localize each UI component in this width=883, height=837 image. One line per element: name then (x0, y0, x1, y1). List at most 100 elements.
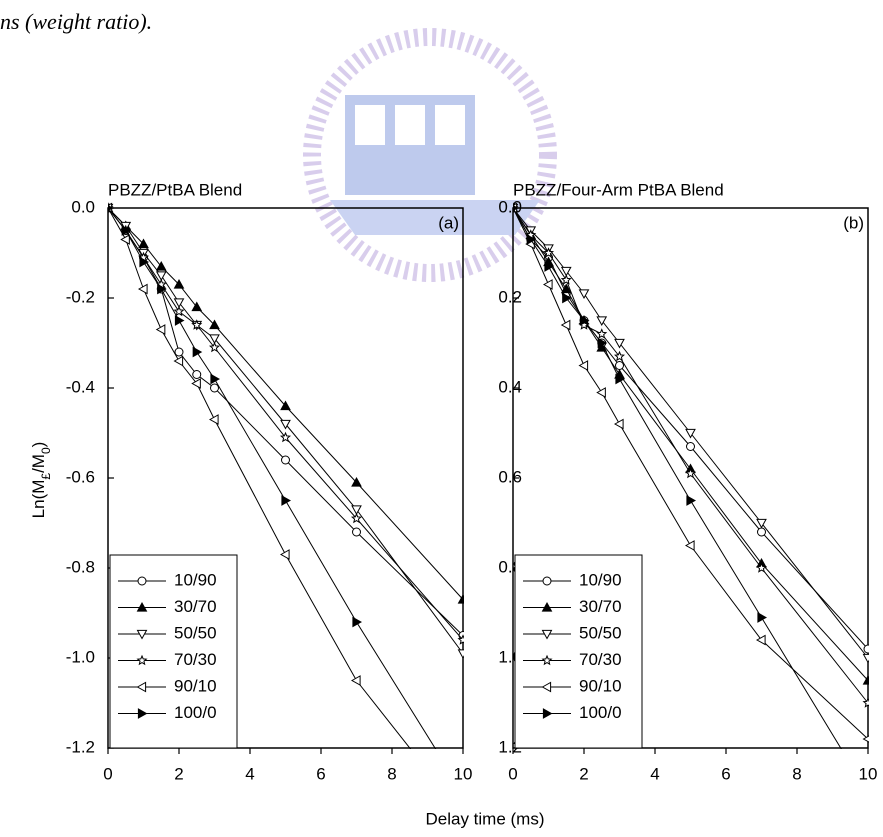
y-tick-label: -0.8 (66, 557, 95, 576)
marker (862, 697, 869, 708)
marker (862, 653, 869, 664)
marker (542, 279, 553, 290)
marker (615, 373, 626, 385)
marker (614, 338, 625, 349)
marker (280, 400, 291, 411)
marker (281, 455, 290, 465)
marker (280, 419, 291, 430)
marker (209, 319, 220, 330)
legend-label: 30/70 (579, 597, 622, 616)
marker (863, 644, 869, 654)
marker (615, 361, 624, 370)
marker (562, 292, 572, 304)
legend-marker (541, 629, 553, 640)
marker (542, 247, 555, 258)
legend-marker (137, 708, 148, 719)
legend-marker (542, 708, 553, 719)
marker (191, 378, 201, 389)
marker (596, 387, 606, 398)
marker (351, 505, 362, 516)
marker (756, 518, 767, 529)
x-tick-label: 8 (792, 764, 801, 783)
legend-label: 100/0 (579, 703, 622, 722)
marker (191, 301, 203, 312)
legend-marker (136, 654, 148, 666)
marker (155, 271, 167, 282)
marker (121, 225, 132, 236)
marker (192, 346, 203, 358)
legend-marker (137, 576, 147, 586)
marker (352, 616, 363, 628)
marker (210, 383, 219, 393)
y-tick-label: 0.4 (498, 377, 522, 396)
panel-title: PBZZ/Four-Arm PtBA Blend (513, 180, 724, 199)
legend-marker (541, 654, 553, 666)
marker (597, 337, 608, 349)
marker (173, 298, 185, 309)
x-tick-label: 10 (454, 764, 473, 783)
legend-label: 50/50 (579, 623, 622, 642)
marker (350, 675, 361, 686)
legend-label: 10/90 (174, 570, 217, 589)
marker (579, 315, 590, 326)
marker (120, 234, 130, 245)
legend-box (109, 554, 238, 749)
marker (755, 634, 766, 646)
y-tick-label: -1.0 (66, 647, 95, 666)
series-line (513, 207, 869, 659)
legend-label: 10/90 (579, 570, 622, 589)
panel-label: (b) (843, 213, 864, 232)
marker (457, 593, 464, 604)
y-axis-title-part: ) (29, 442, 48, 448)
series-line (513, 207, 869, 704)
marker (139, 256, 150, 268)
marker (279, 431, 292, 443)
marker (350, 512, 363, 524)
marker (155, 260, 167, 271)
marker (578, 360, 589, 371)
legend-label: 50/50 (174, 623, 217, 642)
marker (544, 261, 555, 272)
marker (459, 789, 467, 798)
x-tick-label: 6 (316, 764, 325, 783)
marker (526, 234, 537, 245)
x-tick-label: 6 (721, 764, 730, 783)
series-line (108, 207, 464, 641)
marker (174, 347, 184, 357)
marker (192, 370, 202, 379)
legend-label: 70/30 (174, 650, 217, 669)
y-axis-title-part: £ (39, 473, 53, 480)
marker (755, 562, 768, 573)
marker (208, 341, 221, 353)
marker (757, 612, 768, 623)
marker (352, 527, 361, 537)
marker (351, 476, 362, 487)
marker (155, 324, 166, 335)
series-line (108, 207, 464, 600)
marker (191, 319, 203, 330)
marker (208, 414, 219, 425)
marker (686, 442, 695, 451)
series-line (108, 207, 464, 654)
marker (684, 467, 697, 479)
plot-area (513, 202, 872, 798)
series-line (108, 207, 437, 749)
x-tick-label: 10 (859, 764, 878, 783)
legend-marker (542, 576, 552, 586)
marker (138, 238, 149, 249)
y-axis-title: Ln(M£/M0) (29, 442, 53, 519)
x-tick-label: 4 (245, 764, 254, 783)
y-tick-label: 0.0 (71, 197, 95, 216)
marker (108, 204, 114, 212)
marker (210, 373, 221, 385)
y-axis-title-part: Ln(M (29, 480, 48, 519)
marker (864, 789, 872, 798)
plot-area (108, 202, 467, 798)
legend-marker (541, 681, 552, 693)
x-tick-label: 0 (103, 764, 112, 783)
marker (281, 495, 292, 506)
marker (513, 204, 519, 212)
legend-marker (136, 629, 148, 640)
